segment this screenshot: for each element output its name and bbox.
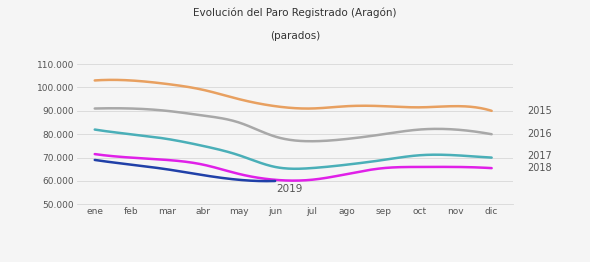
Text: 2019: 2019 bbox=[276, 184, 303, 194]
Text: 2017: 2017 bbox=[527, 151, 552, 161]
Text: 2016: 2016 bbox=[527, 129, 552, 139]
Text: 2015: 2015 bbox=[527, 106, 552, 116]
Text: (parados): (parados) bbox=[270, 31, 320, 41]
Text: Evolución del Paro Registrado (Aragón): Evolución del Paro Registrado (Aragón) bbox=[194, 8, 396, 18]
Text: 2018: 2018 bbox=[527, 163, 552, 173]
